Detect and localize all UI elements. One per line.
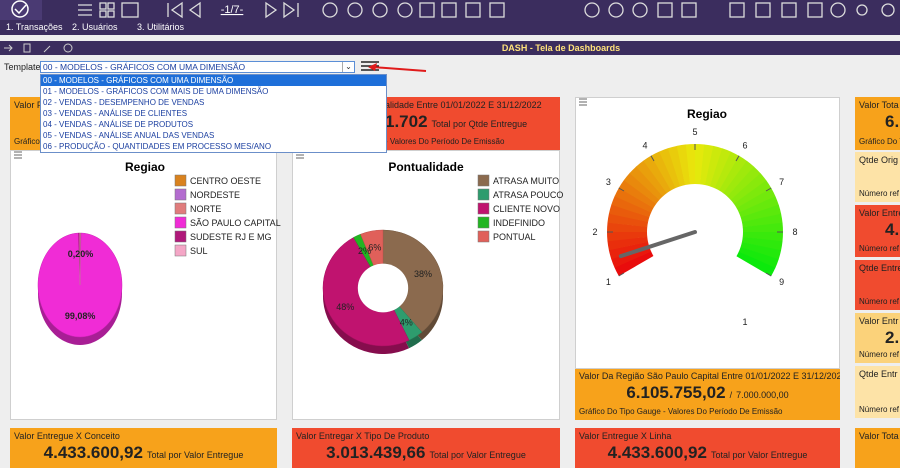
legend-label: ATRASA POUCO — [493, 190, 563, 200]
tick-label: 5 — [692, 127, 697, 137]
dropdown-option[interactable]: 04 - VENDAS - ANÁLISE DE PRODUTOS — [41, 119, 386, 130]
legend-label: INDEFINIDO — [493, 218, 545, 228]
legend-swatch — [175, 175, 186, 186]
chart-title: Regiao — [687, 107, 727, 121]
dropdown-list: 00 - MODELOS - GRÁFICOS COM UMA DIMENSÃO… — [40, 74, 387, 153]
data-label: 6% — [368, 243, 381, 253]
legend-swatch — [175, 245, 186, 256]
legend-swatch — [175, 189, 186, 200]
tick-label: 3 — [606, 177, 611, 187]
tick-label: 7 — [779, 177, 784, 187]
legend-label: PONTUAL — [493, 232, 536, 242]
legend-swatch — [478, 175, 489, 186]
legend-swatch — [478, 217, 489, 228]
legend-swatch — [478, 231, 489, 242]
dropdown-option[interactable]: 01 - MODELOS - GRÁFICOS COM MAIS DE UMA … — [41, 86, 386, 97]
legend-label: CENTRO OESTE — [190, 176, 261, 186]
panel-menu-icon — [579, 99, 587, 105]
legend-swatch — [175, 217, 186, 228]
panel-menu-icon — [14, 152, 22, 158]
data-label: 48% — [336, 302, 354, 312]
tick-label: 6 — [742, 140, 747, 150]
data-label: 4% — [400, 318, 413, 328]
chart-title: Regiao — [125, 160, 165, 174]
legend-label: ATRASA MUITO — [493, 176, 559, 186]
legend-swatch — [478, 203, 489, 214]
tick-label: 2 — [592, 227, 597, 237]
donut-hole — [358, 264, 408, 313]
chart-title: Pontualidade — [388, 160, 464, 174]
tick-label: 1 — [606, 277, 611, 287]
legend-label: SUL — [190, 246, 208, 256]
dropdown-option[interactable]: 03 - VENDAS - ANÁLISE DE CLIENTES — [41, 108, 386, 119]
legend-swatch — [478, 189, 489, 200]
tick-label: 8 — [792, 227, 797, 237]
dropdown-option[interactable]: 00 - MODELOS - GRÁFICOS COM UMA DIMENSÃO — [41, 75, 386, 86]
data-label: 38% — [414, 269, 432, 279]
dropdown-option[interactable]: 05 - VENDAS - ANÁLISE ANUAL DAS VENDAS — [41, 130, 386, 141]
dropdown-option[interactable]: 02 - VENDAS - DESEMPENHO DE VENDAS — [41, 97, 386, 108]
gauge-annotation: 1 — [742, 317, 747, 327]
legend-label: NORDESTE — [190, 190, 240, 200]
legend-swatch — [175, 203, 186, 214]
legend-label: CLIENTE NOVO — [493, 204, 560, 214]
tick-label: 9 — [779, 277, 784, 287]
dropdown-option[interactable]: 06 - PRODUÇÃO - QUANTIDADES EM PROCESSO … — [41, 141, 386, 152]
legend-swatch — [175, 231, 186, 242]
legend-label: NORTE — [190, 204, 221, 214]
data-label: 0,20% — [68, 249, 94, 259]
legend-label: SÃO PAULO CAPITAL — [190, 218, 281, 228]
screen: -1/7- 1. Transações 2. Usuários 3. Utili… — [0, 0, 900, 454]
data-label: 99,08% — [65, 311, 96, 321]
tick-label: 4 — [642, 140, 647, 150]
legend-label: SUDESTE RJ E MG — [190, 232, 272, 242]
charts: Regiao 0,20% 99,08% CENTRO OESTE NORDESTE NOR… — [0, 0, 900, 454]
